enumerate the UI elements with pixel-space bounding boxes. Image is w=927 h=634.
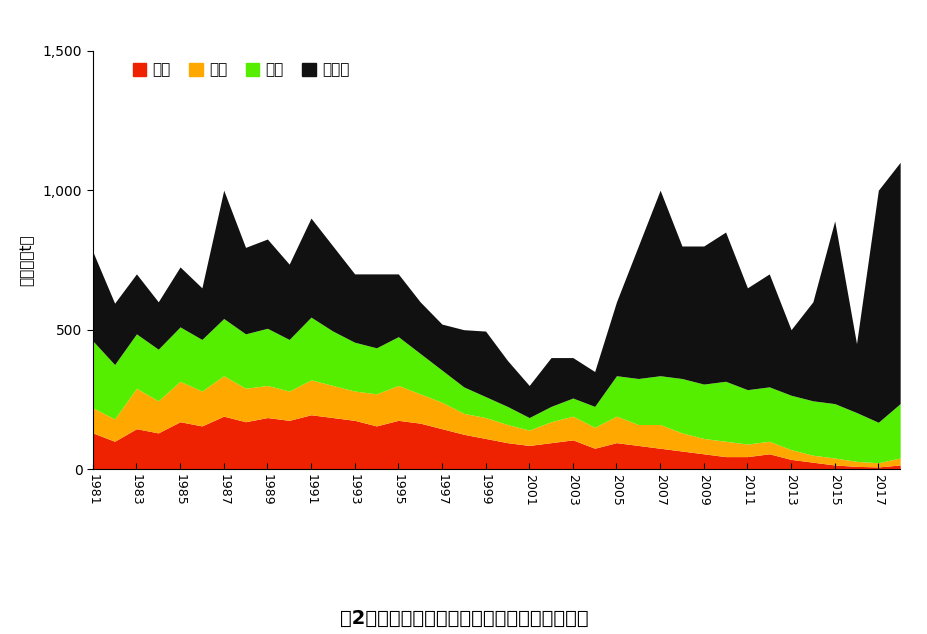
Legend: 後志, 櫜山, 渡島, その他: 後志, 櫜山, 渡島, その他 xyxy=(133,63,349,77)
Y-axis label: 漁獲量（t）: 漁獲量（t） xyxy=(19,234,34,286)
Text: 図2　北海道におけるサクラマスの沿岸漁獲量: 図2 北海道におけるサクラマスの沿岸漁獲量 xyxy=(339,609,588,628)
